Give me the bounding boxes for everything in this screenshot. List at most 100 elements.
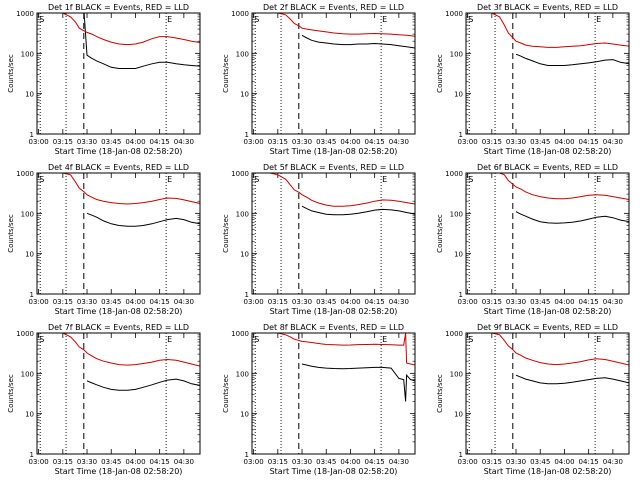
x-tick-label: 04:15 bbox=[365, 138, 385, 146]
x-tick-label: 03:45 bbox=[530, 138, 550, 146]
x-tick-label: 03:15 bbox=[268, 138, 288, 146]
plot-frame bbox=[37, 173, 200, 294]
x-tick-label: 03:30 bbox=[506, 138, 526, 146]
x-axis-label: Start Time (18-Jan-08 02:58:20) bbox=[484, 467, 612, 476]
chart-title: Det 6f BLACK = Events, RED = LLD bbox=[477, 163, 618, 172]
y-tick-label: 100 bbox=[450, 50, 463, 58]
y-tick-label: 1000 bbox=[445, 10, 463, 18]
end-marker: E bbox=[382, 335, 387, 344]
plot-frame bbox=[252, 333, 415, 454]
chart-title: Det 7f BLACK = Events, RED = LLD bbox=[48, 323, 189, 332]
series-line-events bbox=[87, 379, 208, 390]
series-line-events bbox=[302, 364, 423, 402]
y-axis-label: Counts/sec bbox=[222, 374, 230, 413]
series-line-lld bbox=[468, 13, 637, 47]
x-tick-label: 03:45 bbox=[316, 458, 336, 466]
y-axis-label: Counts/sec bbox=[436, 214, 444, 253]
plot-frame bbox=[252, 13, 415, 134]
x-tick-label: 03:45 bbox=[101, 298, 121, 306]
x-axis-label: Start Time (18-Jan-08 02:58:20) bbox=[270, 467, 398, 476]
y-tick-label: 1000 bbox=[445, 330, 463, 338]
start-marker: S bbox=[39, 175, 44, 184]
end-marker: E bbox=[596, 175, 601, 184]
y-tick-label: 1000 bbox=[231, 10, 249, 18]
x-tick-label: 03:45 bbox=[101, 458, 121, 466]
start-marker: S bbox=[468, 15, 473, 24]
y-tick-label: 10 bbox=[240, 251, 249, 259]
y-tick-label: 100 bbox=[21, 370, 34, 378]
chart-panel-2: Det 2f BLACK = Events, RED = LLD Counts/s… bbox=[222, 3, 423, 156]
x-tick-label: 04:30 bbox=[603, 458, 623, 466]
y-axis-label: Counts/sec bbox=[222, 214, 230, 253]
x-tick-label: 04:30 bbox=[389, 138, 409, 146]
series-line-events bbox=[302, 206, 423, 216]
chart-title: Det 3f BLACK = Events, RED = LLD bbox=[477, 3, 618, 12]
plot-frame bbox=[37, 13, 200, 134]
x-tick-label: 03:15 bbox=[482, 138, 502, 146]
y-tick-label: 1000 bbox=[16, 170, 34, 178]
plot-frame bbox=[466, 333, 629, 454]
y-axis-label: Counts/sec bbox=[222, 54, 230, 93]
y-axis-label: Counts/sec bbox=[7, 214, 15, 253]
x-tick-label: 04:15 bbox=[579, 458, 599, 466]
chart-title: Det 5f BLACK = Events, RED = LLD bbox=[263, 163, 404, 172]
plot-frame bbox=[252, 173, 415, 294]
chart-panel-6: Det 6f BLACK = Events, RED = LLD Counts/s… bbox=[436, 163, 637, 316]
chart-panel-4: Det 4f BLACK = Events, RED = LLD Counts/s… bbox=[7, 163, 208, 316]
y-axis-label: Counts/sec bbox=[7, 54, 15, 93]
x-tick-label: 04:15 bbox=[365, 298, 385, 306]
x-tick-label: 04:00 bbox=[340, 458, 360, 466]
series-line-events bbox=[516, 54, 637, 65]
start-marker: S bbox=[254, 175, 259, 184]
x-tick-label: 03:00 bbox=[29, 138, 49, 146]
plot-frame bbox=[466, 13, 629, 134]
end-marker: E bbox=[382, 15, 387, 24]
x-tick-label: 04:15 bbox=[150, 298, 170, 306]
x-axis-label: Start Time (18-Jan-08 02:58:20) bbox=[270, 307, 398, 316]
x-tick-label: 03:00 bbox=[29, 298, 49, 306]
series-line-lld bbox=[39, 13, 209, 45]
chart-title: Det 9f BLACK = Events, RED = LLD bbox=[477, 323, 618, 332]
x-tick-label: 04:00 bbox=[554, 458, 574, 466]
x-tick-label: 04:30 bbox=[389, 458, 409, 466]
x-tick-label: 03:45 bbox=[530, 458, 550, 466]
chart-panel-8: Det 8f BLACK = Events, RED = LLDCounts/s… bbox=[222, 323, 423, 476]
start-marker: S bbox=[254, 15, 259, 24]
series-line-lld bbox=[468, 333, 637, 367]
y-tick-label: 1000 bbox=[16, 10, 34, 18]
x-tick-label: 04:30 bbox=[603, 138, 623, 146]
x-tick-label: 03:30 bbox=[506, 458, 526, 466]
chart-grid: Det 1f BLACK = Events, RED = LLD Counts/s… bbox=[0, 0, 640, 480]
plot-frame bbox=[466, 173, 629, 294]
x-tick-label: 03:30 bbox=[506, 298, 526, 306]
y-tick-label: 100 bbox=[236, 370, 249, 378]
x-tick-label: 04:00 bbox=[340, 138, 360, 146]
x-tick-label: 03:30 bbox=[77, 138, 97, 146]
end-marker: E bbox=[596, 15, 601, 24]
x-tick-label: 03:00 bbox=[29, 458, 49, 466]
x-tick-label: 03:00 bbox=[244, 298, 264, 306]
end-marker: E bbox=[167, 335, 172, 344]
x-tick-label: 03:00 bbox=[458, 138, 478, 146]
x-tick-label: 03:15 bbox=[268, 298, 288, 306]
x-tick-label: 04:00 bbox=[554, 138, 574, 146]
series-line-events bbox=[87, 213, 208, 226]
x-tick-label: 03:45 bbox=[101, 138, 121, 146]
y-tick-label: 10 bbox=[25, 251, 34, 259]
x-tick-label: 03:45 bbox=[530, 298, 550, 306]
series-line-lld bbox=[39, 333, 209, 368]
x-tick-label: 04:30 bbox=[389, 298, 409, 306]
start-marker: S bbox=[468, 335, 473, 344]
end-marker: E bbox=[382, 175, 387, 184]
x-axis-label: Start Time (18-Jan-08 02:58:20) bbox=[55, 467, 183, 476]
y-tick-label: 1000 bbox=[231, 170, 249, 178]
charts-svg: Det 1f BLACK = Events, RED = LLDCounts/s… bbox=[0, 0, 640, 480]
y-tick-label: 10 bbox=[454, 251, 463, 259]
y-axis-label: Counts/sec bbox=[7, 374, 15, 413]
end-marker: E bbox=[167, 175, 172, 184]
x-tick-label: 04:15 bbox=[150, 458, 170, 466]
end-marker: E bbox=[596, 335, 601, 344]
y-tick-label: 10 bbox=[240, 411, 249, 419]
x-tick-label: 03:30 bbox=[77, 458, 97, 466]
start-marker: S bbox=[468, 175, 473, 184]
